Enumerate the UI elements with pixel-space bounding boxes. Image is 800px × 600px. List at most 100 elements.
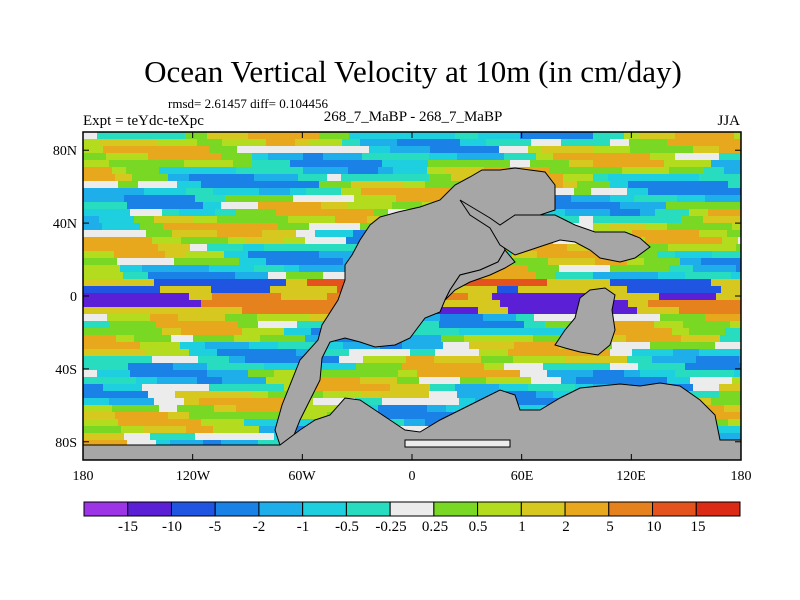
field-cell (225, 195, 241, 203)
field-cell (103, 146, 143, 154)
field-cell (130, 251, 166, 259)
field-cell (125, 356, 153, 364)
colorbar-box (520, 501, 566, 517)
field-cell (316, 146, 334, 154)
field-cell (235, 272, 269, 280)
field-cell (507, 405, 550, 413)
field-cell (522, 328, 566, 336)
field-cell (195, 237, 229, 245)
field-cell (711, 279, 727, 287)
field-cell (83, 174, 116, 182)
field-cell (312, 258, 344, 266)
field-cell (687, 181, 729, 189)
field-cell (721, 286, 741, 294)
field-cell (252, 153, 269, 161)
field-cell (203, 440, 222, 448)
field-cell (303, 153, 324, 161)
field-cell (170, 440, 204, 448)
field-cell (459, 328, 499, 336)
field-cell (224, 251, 249, 259)
colorbar-box (345, 501, 391, 517)
field-cell (720, 335, 741, 343)
field-cell (83, 370, 98, 378)
field-cell (146, 349, 190, 357)
field-cell (258, 440, 281, 448)
field-cell (83, 202, 128, 210)
field-cell (417, 132, 456, 140)
field-cell (637, 307, 680, 315)
field-cell (258, 202, 281, 210)
field-cell (252, 160, 291, 168)
field-cell (593, 202, 621, 210)
field-cell (226, 363, 265, 371)
field-cell (610, 181, 629, 189)
field-cell (313, 349, 350, 357)
field-cell (650, 342, 674, 350)
field-cell (83, 384, 104, 392)
x-tick-label: 180 (73, 469, 94, 484)
field-cell (83, 181, 119, 189)
field-cell (134, 216, 155, 224)
field-cell (593, 314, 635, 322)
field-cell (439, 328, 460, 336)
field-cell (429, 391, 458, 399)
field-cell (703, 286, 722, 294)
colorbar-label: -15 (118, 519, 138, 535)
field-cell (468, 293, 493, 301)
field-cell (664, 160, 712, 168)
field-cell (331, 195, 355, 203)
field-cell (281, 293, 328, 301)
field-cell (156, 202, 171, 210)
field-cell (446, 167, 485, 175)
field-cell (659, 293, 696, 301)
field-cell (393, 167, 428, 175)
field-cell (396, 195, 424, 203)
field-cell (156, 440, 171, 448)
field-cell (283, 237, 306, 245)
colorbar-label: -1 (297, 519, 310, 535)
field-cell (369, 384, 391, 392)
field-cell (459, 279, 493, 287)
field-cell (666, 202, 698, 210)
field-cell (83, 195, 125, 203)
field-cell (455, 146, 500, 154)
field-cell (622, 167, 654, 175)
field-cell (158, 363, 174, 371)
field-cell (303, 405, 349, 413)
field-cell (656, 230, 700, 238)
field-cell (142, 265, 184, 273)
field-cell (547, 370, 594, 378)
field-cell (140, 342, 181, 350)
y-tick-label: 40N (53, 217, 77, 232)
field-cell (189, 349, 218, 357)
field-cell (481, 356, 514, 364)
field-cell (307, 279, 348, 287)
field-cell (657, 251, 676, 259)
field-cell (595, 258, 628, 266)
field-cell (207, 132, 249, 140)
field-cell (169, 307, 214, 315)
field-cell (234, 335, 261, 343)
field-cell (98, 293, 133, 301)
field-cell (157, 139, 198, 147)
field-cell (417, 370, 456, 378)
field-cell (225, 314, 258, 322)
chart-title: Ocean Vertical Velocity at 10m (in cm/da… (144, 54, 682, 89)
field-cell (726, 279, 741, 287)
field-cell (127, 202, 157, 210)
field-cell (83, 251, 115, 259)
field-cell (150, 314, 179, 322)
field-cell (386, 153, 430, 161)
field-cell (225, 433, 241, 441)
field-cell (419, 377, 461, 385)
field-cell (610, 279, 637, 287)
field-cell (176, 286, 212, 294)
field-cell (695, 132, 735, 140)
field-cell (219, 328, 243, 336)
field-cell (398, 132, 418, 140)
field-cell (284, 265, 300, 273)
field-cell (670, 286, 704, 294)
field-cell (154, 398, 185, 406)
field-cell (629, 377, 668, 385)
colorbar-label: -10 (162, 519, 182, 535)
